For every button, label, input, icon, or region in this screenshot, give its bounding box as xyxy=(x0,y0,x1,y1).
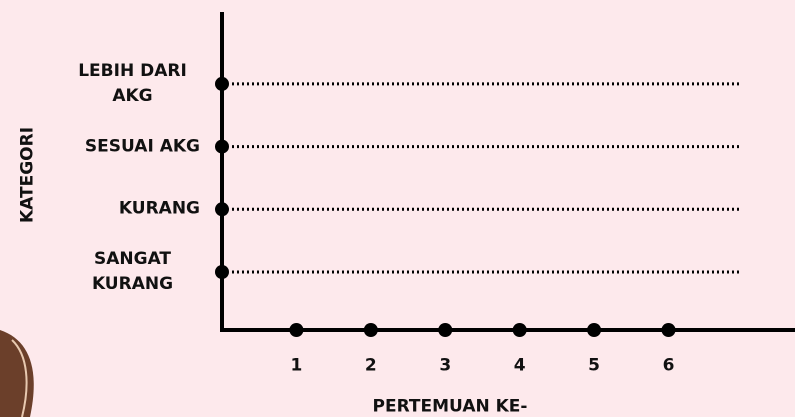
x-tick-label: 4 xyxy=(513,355,526,376)
y-tick-label: SESUAI AKG xyxy=(84,136,200,157)
y-tick-dot xyxy=(215,139,229,154)
y-tick-dot xyxy=(215,265,229,279)
x-tick-label: 5 xyxy=(588,355,600,376)
y-tick-dot xyxy=(215,202,229,217)
x-tick-label: 2 xyxy=(364,355,377,376)
x-tick-dot xyxy=(438,323,453,337)
x-axis-label: PERTEMUAN KE- xyxy=(372,396,528,417)
y-tick-dot xyxy=(215,76,229,91)
x-tick-dot xyxy=(661,323,676,337)
x-tick-dot xyxy=(289,323,304,337)
x-tick-label: 1 xyxy=(290,355,303,376)
y-tick-label: SANGAT KURANG xyxy=(91,249,174,294)
decoration xyxy=(11,339,28,417)
decoration xyxy=(0,330,34,417)
y-tick-label: LEBIH DARI AKG xyxy=(78,60,187,106)
y-axis-label: KATEGORI xyxy=(17,126,38,224)
x-tick-dot xyxy=(363,323,378,337)
x-tick-label: 3 xyxy=(439,355,452,376)
x-tick-label: 6 xyxy=(662,355,675,376)
y-tick-label: KURANG xyxy=(118,198,200,219)
x-tick-dot xyxy=(512,323,527,337)
x-tick-dot xyxy=(587,323,602,337)
